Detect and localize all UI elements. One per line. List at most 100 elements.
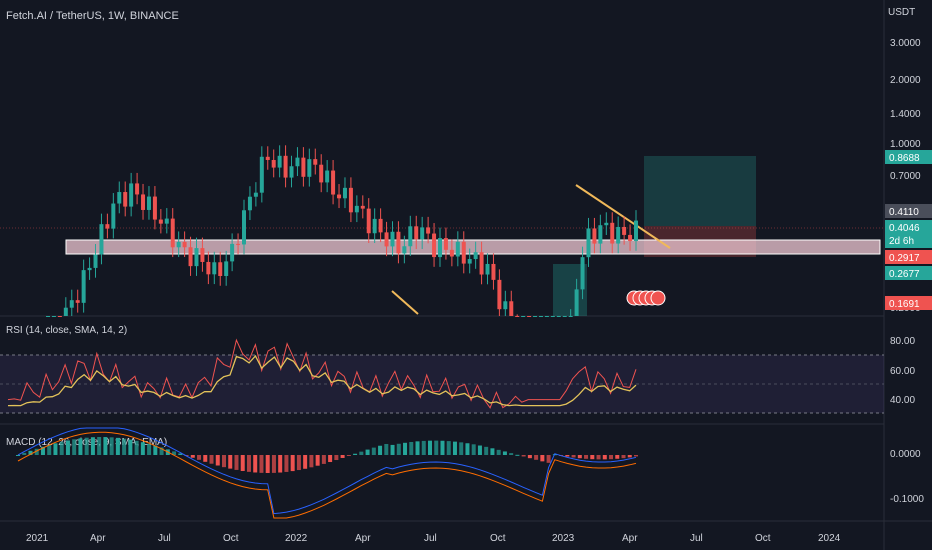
candle-body xyxy=(568,316,573,317)
rsi-title: RSI (14, close, SMA, 14, 2) xyxy=(6,325,127,336)
macd-bar xyxy=(278,455,283,473)
macd-bar xyxy=(446,441,451,455)
candle-body xyxy=(295,157,300,167)
candle-body xyxy=(479,252,484,275)
time-tick: 2024 xyxy=(818,533,841,544)
candle-body xyxy=(146,196,151,210)
macd-bar xyxy=(90,437,95,455)
time-tick: Apr xyxy=(90,533,106,544)
candle-body xyxy=(75,300,80,303)
older-trendline[interactable] xyxy=(391,290,419,315)
macd-bar xyxy=(334,455,339,461)
candle-body xyxy=(247,196,252,211)
macd-bar xyxy=(515,454,520,456)
macd-bar xyxy=(409,441,414,455)
descending-trendline[interactable] xyxy=(575,184,671,249)
macd-bar xyxy=(53,443,58,455)
candle-body xyxy=(390,231,395,247)
candle-body xyxy=(443,238,448,250)
macd-bar xyxy=(97,437,102,455)
macd-bar xyxy=(303,455,308,469)
candle-body xyxy=(556,316,561,317)
candle-body xyxy=(628,234,633,242)
macd-bar xyxy=(22,452,27,455)
macd-bar xyxy=(428,440,432,455)
macd-bar xyxy=(134,440,139,455)
candle-body xyxy=(141,194,146,210)
macd-bar xyxy=(315,455,320,466)
rsi-tick: 80.00 xyxy=(890,336,915,347)
time-axis[interactable]: 2021 Apr Jul Oct 2022 Apr Jul Oct 2023 A… xyxy=(26,533,841,544)
macd-bar xyxy=(259,455,264,473)
candle-body xyxy=(194,248,199,267)
candle-body xyxy=(51,316,56,317)
candle-body xyxy=(342,187,347,199)
candle-body xyxy=(188,247,193,267)
candle-body xyxy=(337,194,342,199)
candle-body xyxy=(182,241,187,248)
macd-bar xyxy=(65,440,70,455)
macd-bar xyxy=(115,437,120,455)
macd-bar xyxy=(172,451,177,455)
macd-bar xyxy=(209,455,214,464)
candle-body xyxy=(408,226,413,247)
candle-body xyxy=(378,218,383,233)
price-tick: 0.7000 xyxy=(890,171,921,182)
candle-body xyxy=(467,259,472,264)
macd-histogram xyxy=(16,437,638,473)
macd-bar xyxy=(122,438,127,455)
candle-body xyxy=(592,228,597,244)
candle-body xyxy=(123,192,128,207)
macd-bar xyxy=(602,455,607,460)
macd-bar xyxy=(509,453,514,455)
macd-bar xyxy=(59,441,64,455)
badge-stop-label: 0.2677 xyxy=(889,269,920,280)
macd-bar xyxy=(72,439,77,455)
candle-body xyxy=(105,224,110,229)
candle-body xyxy=(503,301,508,310)
candle-body xyxy=(283,155,288,178)
candle-body xyxy=(432,233,437,258)
macd-tick: -0.1000 xyxy=(890,494,924,505)
candle-body xyxy=(473,252,478,260)
candle-body xyxy=(152,196,157,220)
candle-body xyxy=(99,224,104,255)
candle-body xyxy=(455,241,460,257)
candle-body xyxy=(354,205,359,213)
candle-body xyxy=(111,203,116,229)
candle-body xyxy=(634,220,638,242)
candle-body xyxy=(527,316,532,317)
candle-body xyxy=(57,316,62,317)
macd-bar xyxy=(384,443,389,455)
candle-body xyxy=(319,164,324,183)
candle-body xyxy=(497,279,502,310)
long-position-target-zone[interactable] xyxy=(644,156,756,226)
macd-bar xyxy=(284,455,289,472)
candle-body xyxy=(348,187,353,213)
macd-bar xyxy=(496,449,501,455)
badge-entry-label: 0.2917 xyxy=(889,253,920,264)
badge-entry xyxy=(885,250,932,264)
event-flag-icon[interactable] xyxy=(650,290,666,306)
support-zone[interactable] xyxy=(65,239,881,255)
macd-bar xyxy=(271,455,276,473)
badge-low xyxy=(885,296,932,310)
macd-bar xyxy=(459,442,464,455)
candle-body xyxy=(259,156,264,193)
macd-bar xyxy=(615,455,620,459)
macd-bar xyxy=(371,447,376,455)
candle-body xyxy=(313,159,318,165)
badge-target xyxy=(885,150,932,164)
candle-body xyxy=(384,232,389,247)
macd-signal-line xyxy=(17,431,637,519)
event-flags[interactable] xyxy=(626,290,666,306)
candle-body xyxy=(438,238,442,258)
candle-body xyxy=(420,227,425,240)
candle-body xyxy=(604,222,609,226)
macd-bar xyxy=(190,455,195,458)
macd-bar xyxy=(265,455,270,473)
candlestick-series xyxy=(46,145,638,317)
candle-body xyxy=(325,170,330,183)
macd-bar xyxy=(159,447,164,455)
